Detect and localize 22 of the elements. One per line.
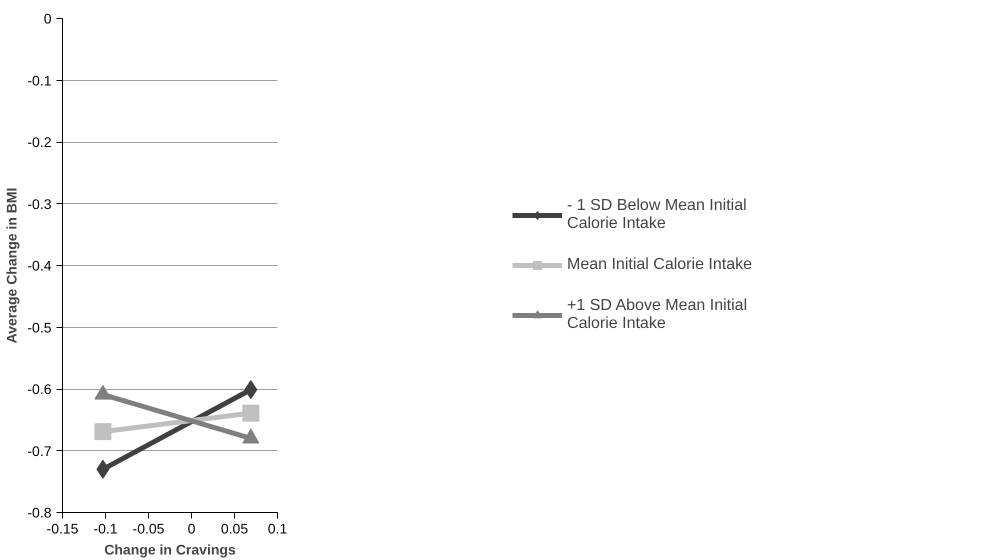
point xyxy=(94,423,112,440)
x-axis-title: Change in Cravings xyxy=(104,542,236,558)
point xyxy=(242,404,260,422)
y-tick-label: -0.5 xyxy=(27,319,52,336)
y-tick-label: -0.2 xyxy=(27,134,52,150)
x-tick-label: -0.1 xyxy=(93,520,118,536)
x-tick-label: 0.05 xyxy=(220,520,248,536)
x-tick-label: 0.1 xyxy=(268,520,288,536)
legend-label: Mean Initial Calorie Intake xyxy=(567,256,752,274)
y-axis-title: Average Change in BMI xyxy=(3,188,20,344)
y-tick-label: -0.8 xyxy=(27,504,52,520)
x-tick-label: -0.15 xyxy=(46,520,79,536)
x-tick-label: -0.05 xyxy=(132,520,165,536)
x-tick-label: 0 xyxy=(188,520,196,536)
y-tick-label: -0.1 xyxy=(27,72,52,88)
legend-label: +1 SD Above Mean Initial Calorie Intake xyxy=(567,297,748,333)
y-tick-label: -0.6 xyxy=(27,381,52,397)
y-tick-label: -0.4 xyxy=(27,258,52,274)
y-tick-label: -0.3 xyxy=(27,196,52,212)
y-tick-label: -0.7 xyxy=(27,442,52,459)
y-tick-label: 0 xyxy=(44,10,52,26)
legend-label: - 1 SD Below Mean Initial Calorie Intake xyxy=(567,197,747,233)
